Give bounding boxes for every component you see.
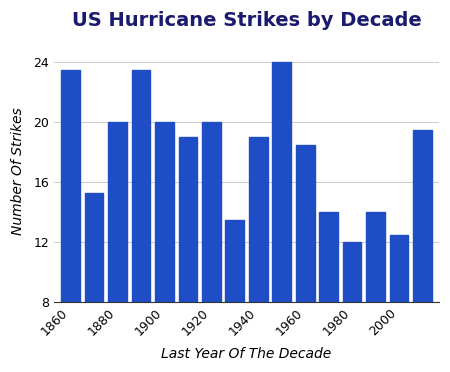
Title: US Hurricane Strikes by Decade: US Hurricane Strikes by Decade	[72, 11, 421, 30]
Bar	[179, 137, 197, 372]
Bar	[249, 137, 268, 372]
Bar	[155, 122, 174, 372]
Bar	[343, 242, 361, 372]
Bar	[85, 193, 104, 372]
Bar	[131, 70, 150, 372]
X-axis label: Last Year Of The Decade: Last Year Of The Decade	[162, 347, 332, 361]
Y-axis label: Number Of Strikes: Number Of Strikes	[11, 107, 25, 235]
Bar	[225, 219, 244, 372]
Bar	[413, 130, 432, 372]
Bar	[366, 212, 385, 372]
Bar	[61, 70, 80, 372]
Bar	[108, 122, 127, 372]
Bar	[272, 62, 291, 372]
Bar	[390, 235, 409, 372]
Bar	[296, 145, 315, 372]
Bar	[202, 122, 221, 372]
Bar	[319, 212, 338, 372]
